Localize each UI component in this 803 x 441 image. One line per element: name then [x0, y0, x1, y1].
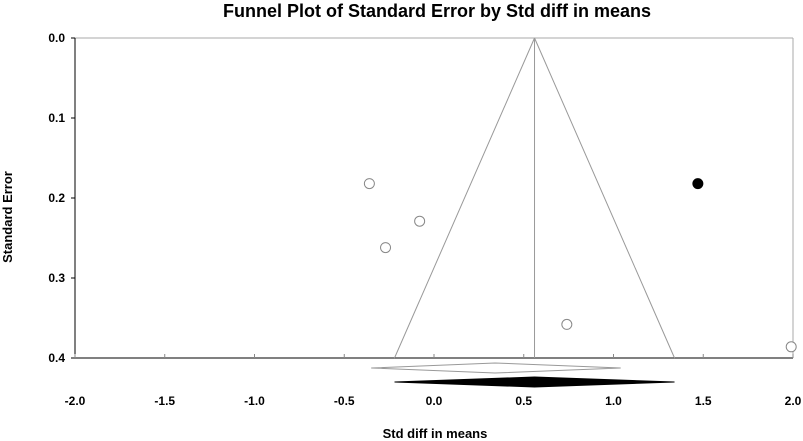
x-tick-label: 1.5: [695, 394, 712, 408]
summary-diamond-open: [371, 362, 621, 374]
chart-title: Funnel Plot of Standard Error by Std dif…: [223, 1, 651, 21]
x-tick-label: 1.0: [605, 394, 622, 408]
x-tick-label: -1.5: [154, 394, 175, 408]
x-tick-label: -1.0: [244, 394, 265, 408]
plot-area: 0.0 0.1 0.2 0.3 0.4 -2.0 -1.5 -1.0 -0.5 0.0 0.5 1.0…: [48, 31, 801, 408]
y-axis-label: Standard Error: [0, 171, 15, 263]
y-tick-label: 0.1: [48, 111, 65, 125]
x-axis-label: Std diff in means: [383, 426, 488, 441]
data-point-open: [561, 318, 573, 330]
y-tick-label: 0.3: [48, 271, 65, 285]
x-tick-label: 2.0: [785, 394, 802, 408]
x-tick-label: -0.5: [334, 394, 355, 408]
y-tick-label: 0.4: [48, 351, 65, 365]
data-point-open: [414, 215, 426, 227]
x-tick-label: -2.0: [65, 394, 86, 408]
funnel-left-line: [394, 37, 535, 359]
x-tick-label: 0.0: [426, 394, 443, 408]
data-point-open: [785, 341, 797, 353]
y-tick-label: 0.0: [48, 31, 65, 45]
x-tick-label: 0.5: [515, 394, 532, 408]
data-point-open: [363, 178, 375, 190]
summary-diamond-filled: [394, 376, 675, 388]
data-point-open: [380, 242, 392, 254]
data-point-filled: [692, 178, 704, 190]
funnel-right-line: [534, 37, 675, 359]
y-tick-label: 0.2: [48, 191, 65, 205]
